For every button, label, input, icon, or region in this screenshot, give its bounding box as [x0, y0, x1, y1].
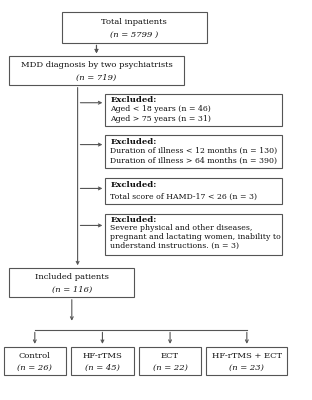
Text: Duration of illness > 64 months (n = 390): Duration of illness > 64 months (n = 390…	[110, 157, 277, 165]
Text: Excluded:: Excluded:	[110, 138, 157, 146]
Text: Excluded:: Excluded:	[110, 96, 157, 104]
Bar	[9, 268, 134, 297]
Text: ECT: ECT	[161, 352, 179, 360]
Text: Total score of HAMD-17 < 26 (n = 3): Total score of HAMD-17 < 26 (n = 3)	[110, 193, 257, 201]
Text: Duration of illness < 12 months (n = 130): Duration of illness < 12 months (n = 130…	[110, 147, 278, 155]
Text: Control: Control	[19, 352, 51, 360]
Text: (n = 26): (n = 26)	[17, 364, 52, 372]
Bar	[105, 94, 282, 126]
Text: (n = 45): (n = 45)	[85, 364, 120, 372]
Text: Total inpatients: Total inpatients	[101, 18, 167, 26]
Text: understand instructions. (n = 3): understand instructions. (n = 3)	[110, 242, 239, 250]
Text: (n = 23): (n = 23)	[229, 364, 264, 372]
Text: Severe physical and other diseases,: Severe physical and other diseases,	[110, 224, 253, 232]
Bar	[105, 136, 282, 168]
Text: (n = 5799 ): (n = 5799 )	[110, 31, 158, 39]
Text: HF-rTMS + ECT: HF-rTMS + ECT	[212, 352, 282, 360]
Bar	[9, 56, 183, 85]
Bar	[62, 12, 207, 42]
Text: pregnant and lactating women, inability to: pregnant and lactating women, inability …	[110, 233, 281, 241]
Bar	[4, 347, 66, 375]
Text: MDD diagnosis by two psychiatrists: MDD diagnosis by two psychiatrists	[21, 61, 172, 69]
Text: Excluded:: Excluded:	[110, 181, 157, 189]
Text: Included patients: Included patients	[35, 273, 109, 281]
Bar	[207, 347, 287, 375]
Text: (n = 22): (n = 22)	[153, 364, 188, 372]
Text: Excluded:: Excluded:	[110, 216, 157, 224]
Text: Aged < 18 years (n = 46): Aged < 18 years (n = 46)	[110, 105, 211, 113]
Bar	[105, 178, 282, 204]
Text: HF-rTMS: HF-rTMS	[82, 352, 122, 360]
Bar	[139, 347, 201, 375]
Text: Aged > 75 years (n = 31): Aged > 75 years (n = 31)	[110, 115, 211, 123]
Text: (n = 719): (n = 719)	[76, 74, 117, 82]
Bar	[71, 347, 134, 375]
Bar	[105, 214, 282, 255]
Text: (n = 116): (n = 116)	[52, 286, 92, 294]
